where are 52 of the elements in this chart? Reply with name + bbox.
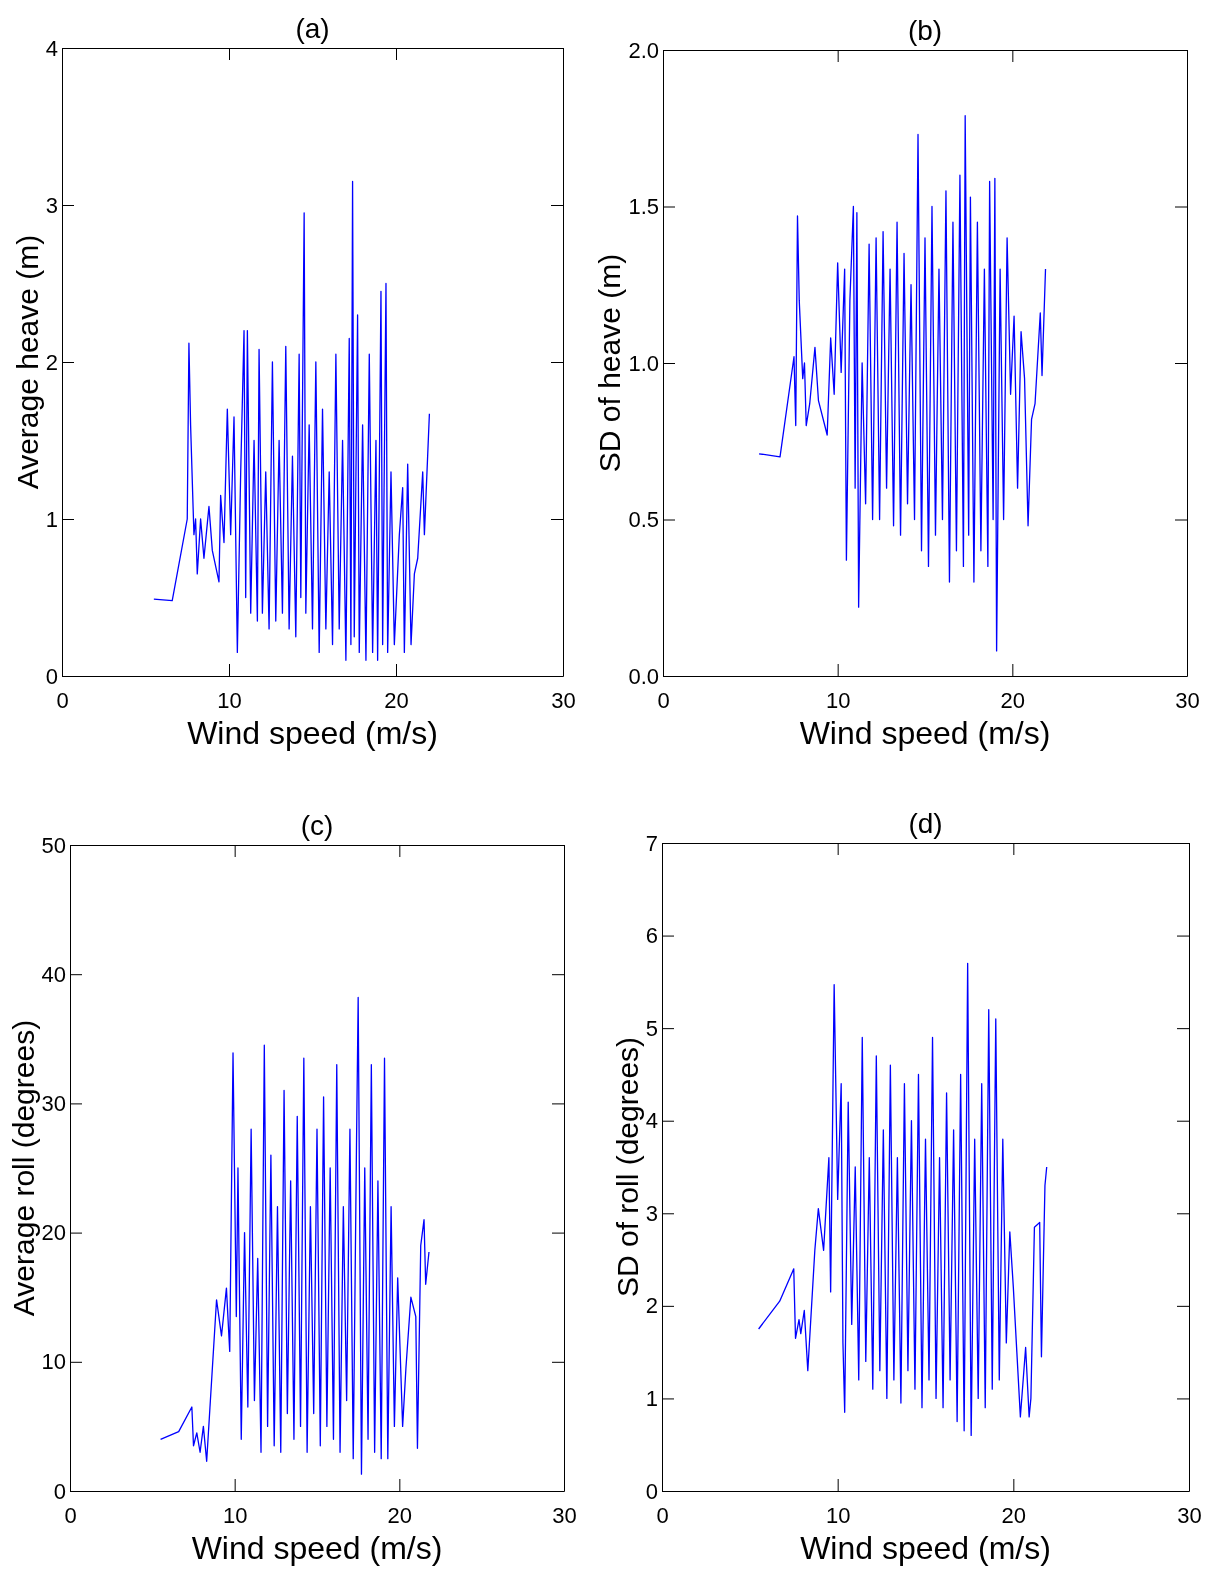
y-tick-label: 30 bbox=[41, 1090, 66, 1116]
chart-title: (b) bbox=[907, 15, 943, 46]
x-tick-label: 10 bbox=[825, 1502, 851, 1528]
y-tick-label: 50 bbox=[41, 832, 66, 858]
y-tick-label: 20 bbox=[41, 1220, 66, 1246]
y-tick-label: 4 bbox=[45, 35, 58, 61]
y-tick-label: 1 bbox=[645, 1385, 658, 1411]
y-axis-title: SD of roll (degrees) bbox=[610, 1036, 644, 1298]
y-tick-label: 3 bbox=[45, 192, 58, 218]
x-tick-label: 30 bbox=[551, 687, 576, 713]
chart-title: (c) bbox=[300, 810, 334, 841]
y-tick-label: 5 bbox=[645, 1015, 658, 1041]
y-tick-label: 10 bbox=[41, 1349, 66, 1375]
y-tick-label: 1 bbox=[45, 506, 58, 532]
y-axis-title: SD of heave (m) bbox=[593, 253, 627, 473]
chart-title: (d) bbox=[908, 808, 943, 839]
x-tick-label: 20 bbox=[387, 1502, 413, 1528]
x-tick-label: 10 bbox=[217, 687, 242, 713]
y-tick-label: 7 bbox=[645, 830, 658, 856]
y-tick-label: 6 bbox=[645, 923, 658, 949]
y-tick-label: 0.0 bbox=[628, 663, 659, 689]
y-tick-label: 0 bbox=[53, 1478, 66, 1504]
y-tick-label: 2 bbox=[45, 349, 58, 375]
y-tick-label: 2 bbox=[645, 1293, 658, 1319]
x-tick-label: 10 bbox=[825, 687, 851, 713]
line-series bbox=[757, 962, 1048, 1437]
x-tick-label: 30 bbox=[1177, 1502, 1202, 1528]
x-tick-label: 20 bbox=[1001, 1502, 1027, 1528]
y-tick-label: 0 bbox=[45, 663, 58, 689]
y-tick-label: 0 bbox=[645, 1478, 658, 1504]
x-tick-label: 30 bbox=[1175, 687, 1200, 713]
x-tick-label: 20 bbox=[384, 687, 409, 713]
chart-title: (a) bbox=[295, 13, 330, 44]
y-tick-label: 4 bbox=[645, 1108, 658, 1134]
x-axis-title: Wind speed (m/s) bbox=[800, 1530, 1051, 1566]
x-tick-label: 10 bbox=[222, 1502, 248, 1528]
y-axis-title: Average roll (degrees) bbox=[6, 1019, 40, 1317]
line-series bbox=[758, 115, 1047, 652]
y-axis-title: Average heave (m) bbox=[10, 234, 44, 490]
x-axis-title: Wind speed (m/s) bbox=[187, 715, 438, 751]
y-tick-label: 40 bbox=[41, 961, 66, 987]
y-tick-label: 1.5 bbox=[628, 194, 659, 220]
line-series bbox=[153, 180, 431, 661]
x-axis-title: Wind speed (m/s) bbox=[191, 1530, 443, 1566]
x-tick-label: 20 bbox=[1000, 687, 1026, 713]
y-tick-label: 3 bbox=[645, 1200, 658, 1226]
y-tick-label: 2.0 bbox=[628, 37, 659, 63]
line-series bbox=[159, 996, 430, 1475]
x-axis-title: Wind speed (m/s) bbox=[799, 715, 1051, 751]
y-tick-label: 1.0 bbox=[628, 350, 659, 376]
y-tick-label: 0.5 bbox=[628, 507, 659, 533]
x-tick-label: 30 bbox=[552, 1502, 577, 1528]
